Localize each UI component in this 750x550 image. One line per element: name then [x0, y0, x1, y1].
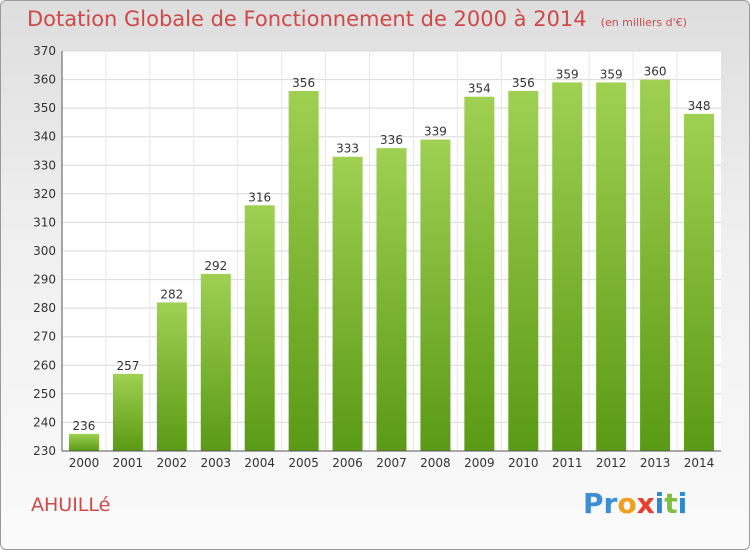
x-tick-label: 2006 [332, 456, 363, 470]
x-tick-label: 2012 [596, 456, 627, 470]
value-label: 292 [204, 259, 227, 273]
y-tick-label: 300 [33, 244, 56, 258]
bar-2006 [332, 156, 363, 451]
value-label: 359 [556, 67, 579, 81]
bar-2001 [112, 373, 143, 451]
value-label: 359 [600, 67, 623, 81]
unit-note: (en milliers d'€) [600, 16, 687, 29]
bar-2005 [288, 91, 319, 451]
x-tick-label: 2009 [464, 456, 495, 470]
commune-name: AHUILLé [31, 494, 111, 516]
bar-2013 [640, 79, 671, 452]
value-label: 356 [292, 76, 315, 90]
y-tick-label: 280 [33, 301, 56, 315]
bar-2010 [508, 91, 539, 451]
x-tick-label: 2002 [157, 456, 188, 470]
bar-2014 [684, 113, 715, 451]
bar-2002 [156, 302, 187, 451]
bar-2008 [420, 139, 451, 452]
y-tick-label: 340 [33, 130, 56, 144]
bar-2012 [596, 82, 627, 451]
y-tick-label: 250 [33, 387, 56, 401]
value-label: 354 [468, 82, 491, 96]
value-label: 348 [688, 99, 711, 113]
bar-2011 [552, 82, 583, 451]
x-tick-label: 2007 [376, 456, 407, 470]
chart-title: Dotation Globale de Fonctionnement de 20… [27, 7, 587, 31]
x-tick-label: 2014 [684, 456, 715, 470]
y-tick-label: 270 [33, 330, 56, 344]
x-tick-label: 2003 [200, 456, 231, 470]
x-tick-label: 2011 [552, 456, 583, 470]
value-label: 257 [116, 359, 139, 373]
value-label: 333 [336, 142, 359, 156]
x-tick-label: 2000 [69, 456, 100, 470]
bar-2004 [244, 205, 275, 451]
value-label: 339 [424, 125, 447, 139]
bar-2009 [464, 96, 495, 451]
bars: 236 257 282 292 316 356 333 336 339 354 356 359 359 3… [68, 65, 715, 452]
value-label: 360 [644, 65, 667, 79]
value-label: 236 [73, 419, 96, 433]
y-tick-label: 320 [33, 187, 56, 201]
chart-title-block: Dotation Globale de Fonctionnement de 20… [27, 7, 687, 31]
y-tick-label: 370 [33, 44, 56, 58]
bar-2007 [376, 148, 407, 451]
x-tick-label: 2010 [508, 456, 539, 470]
x-tick-label: 2001 [113, 456, 144, 470]
y-tick-label: 290 [33, 273, 56, 287]
value-label: 316 [248, 190, 271, 204]
y-tick-label: 310 [33, 215, 56, 229]
y-tick-label: 260 [33, 358, 56, 372]
value-label: 282 [160, 287, 183, 301]
bar-2000 [68, 433, 99, 451]
axes: 230 240 250 260 270 280 290 300 310 320 330 340 350 3… [33, 44, 721, 470]
x-tick-label: 2005 [288, 456, 319, 470]
value-label: 356 [512, 76, 535, 90]
y-tick-label: 240 [33, 415, 56, 429]
proxiti-logo: Proxiti [583, 487, 688, 520]
bar-2003 [200, 273, 231, 451]
y-tick-label: 360 [33, 73, 56, 87]
y-tick-label: 330 [33, 158, 56, 172]
x-tick-label: 2008 [420, 456, 451, 470]
x-tick-label: 2013 [640, 456, 671, 470]
y-tick-label: 350 [33, 101, 56, 115]
x-tick-label: 2004 [244, 456, 275, 470]
y-tick-label: 230 [33, 444, 56, 458]
value-label: 336 [380, 133, 403, 147]
